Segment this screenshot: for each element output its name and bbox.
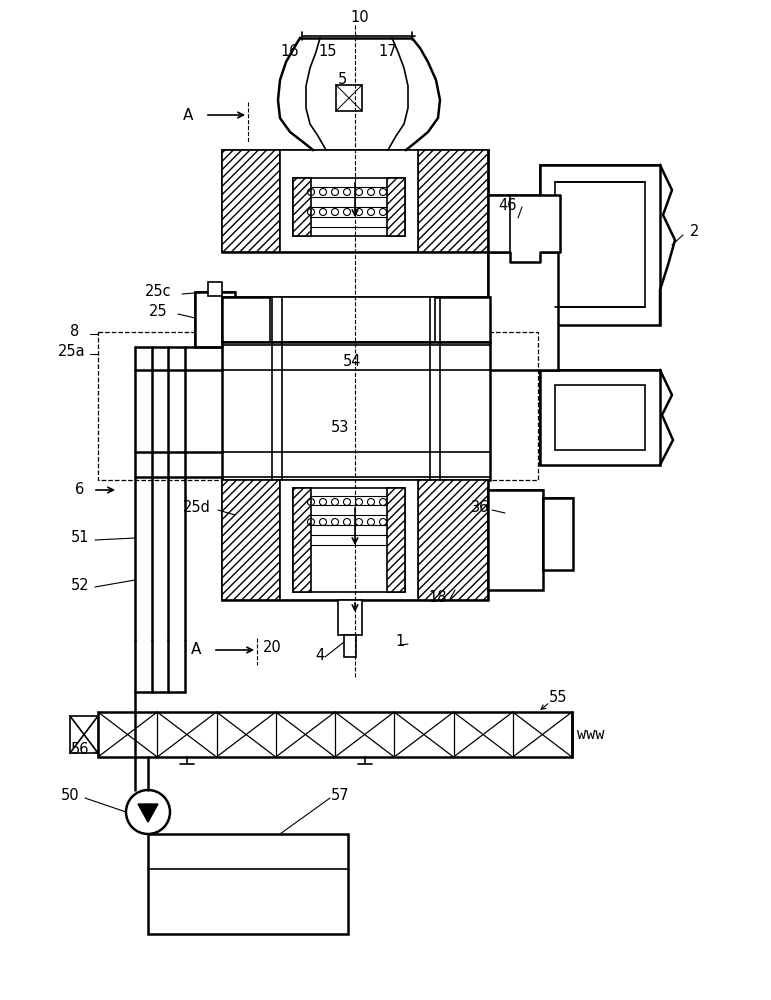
Text: 5: 5: [338, 73, 347, 88]
Bar: [336, 85, 362, 111]
Bar: [98, 332, 538, 480]
Bar: [488, 490, 543, 590]
Bar: [148, 834, 348, 934]
Bar: [222, 150, 280, 252]
Bar: [543, 498, 573, 570]
Bar: [222, 150, 488, 252]
Text: 1: 1: [396, 635, 405, 650]
Text: 18: 18: [429, 589, 447, 604]
Text: 4: 4: [315, 648, 325, 662]
Text: 8: 8: [70, 324, 79, 340]
Bar: [280, 150, 418, 252]
Bar: [195, 292, 235, 347]
Polygon shape: [138, 804, 158, 822]
Bar: [435, 297, 490, 342]
Bar: [280, 150, 418, 252]
Text: 57: 57: [331, 788, 349, 802]
Bar: [344, 635, 356, 657]
Bar: [222, 297, 270, 342]
Text: 25a: 25a: [58, 344, 86, 360]
Polygon shape: [488, 150, 560, 262]
Bar: [555, 182, 645, 307]
Text: 53: 53: [331, 420, 349, 436]
Bar: [270, 297, 435, 342]
Bar: [488, 490, 543, 590]
Bar: [222, 342, 490, 480]
Text: A: A: [190, 643, 201, 658]
Text: 25c: 25c: [145, 284, 171, 300]
Text: 46: 46: [499, 198, 517, 213]
Bar: [418, 150, 488, 252]
Text: www: www: [577, 727, 604, 742]
Polygon shape: [488, 150, 560, 262]
Bar: [293, 178, 311, 236]
Bar: [222, 480, 280, 600]
Text: 17: 17: [379, 44, 397, 60]
Bar: [387, 488, 405, 592]
Text: 56: 56: [71, 742, 89, 758]
Bar: [540, 165, 660, 325]
Text: 25d: 25d: [183, 500, 211, 516]
Text: 54: 54: [343, 355, 362, 369]
Bar: [418, 480, 488, 600]
Text: 51: 51: [71, 530, 89, 546]
Text: 36: 36: [471, 500, 489, 516]
Text: 52: 52: [71, 578, 89, 592]
Bar: [280, 480, 418, 600]
Bar: [555, 385, 645, 450]
Text: 50: 50: [61, 788, 79, 802]
Bar: [488, 252, 558, 370]
Text: 15: 15: [318, 44, 337, 60]
Bar: [293, 488, 405, 592]
Bar: [540, 370, 660, 465]
Bar: [195, 292, 235, 347]
Bar: [270, 297, 435, 342]
Bar: [540, 370, 660, 465]
Text: 16: 16: [281, 44, 299, 60]
Text: 55: 55: [549, 690, 567, 706]
Bar: [338, 600, 362, 635]
Bar: [293, 488, 311, 592]
Text: 20: 20: [263, 641, 281, 656]
Text: 25: 25: [149, 304, 167, 320]
Text: 2: 2: [690, 225, 700, 239]
Bar: [387, 178, 405, 236]
Bar: [222, 297, 490, 342]
Text: A: A: [183, 107, 194, 122]
Bar: [222, 480, 488, 600]
Bar: [488, 252, 558, 370]
Bar: [70, 716, 98, 753]
Bar: [280, 480, 418, 600]
Bar: [208, 282, 222, 296]
Bar: [293, 178, 405, 236]
Text: 6: 6: [76, 483, 85, 497]
Text: 10: 10: [351, 10, 369, 25]
Bar: [543, 498, 573, 570]
Bar: [540, 165, 660, 325]
Bar: [98, 712, 572, 757]
